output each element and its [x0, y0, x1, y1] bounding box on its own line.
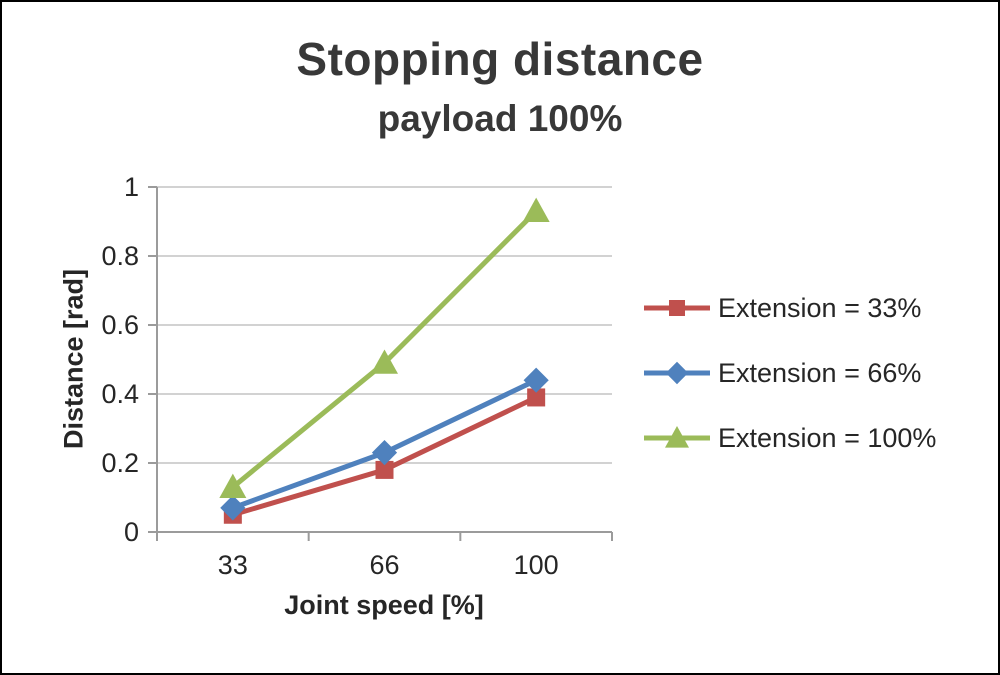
triangle-marker-icon — [644, 426, 710, 448]
legend-label: Extension = 66% — [718, 357, 922, 388]
chart-subtitle: payload 100% — [377, 98, 623, 139]
legend-entry: Extension = 66% — [642, 357, 936, 389]
y-tick-label: 0.6 — [101, 310, 139, 340]
x-tick-label: 33 — [218, 550, 248, 580]
y-tick-label: 0.2 — [101, 448, 139, 478]
y-axis-title: Distance [rad] — [58, 268, 89, 450]
y-tick-label: 0 — [124, 517, 139, 547]
chart-title: Stopping distance — [296, 33, 704, 85]
legend-entry: Extension = 100% — [642, 422, 936, 454]
y-tick-label: 0.8 — [101, 241, 139, 271]
x-tick-label: 100 — [514, 550, 559, 580]
y-tick-label: 1 — [124, 172, 139, 202]
x-tick-label: 66 — [369, 550, 399, 580]
diamond-marker-icon — [644, 361, 710, 385]
y-tick-label: 0.4 — [101, 379, 139, 409]
legend-entry: Extension = 33% — [642, 292, 936, 324]
square-marker-icon — [644, 300, 710, 316]
legend-label: Extension = 33% — [718, 292, 922, 323]
legend: Extension = 33% Extension = 66% Extension … — [642, 292, 936, 454]
x-axis-title: Joint speed [%] — [284, 590, 484, 620]
legend-label: Extension = 100% — [718, 422, 937, 453]
